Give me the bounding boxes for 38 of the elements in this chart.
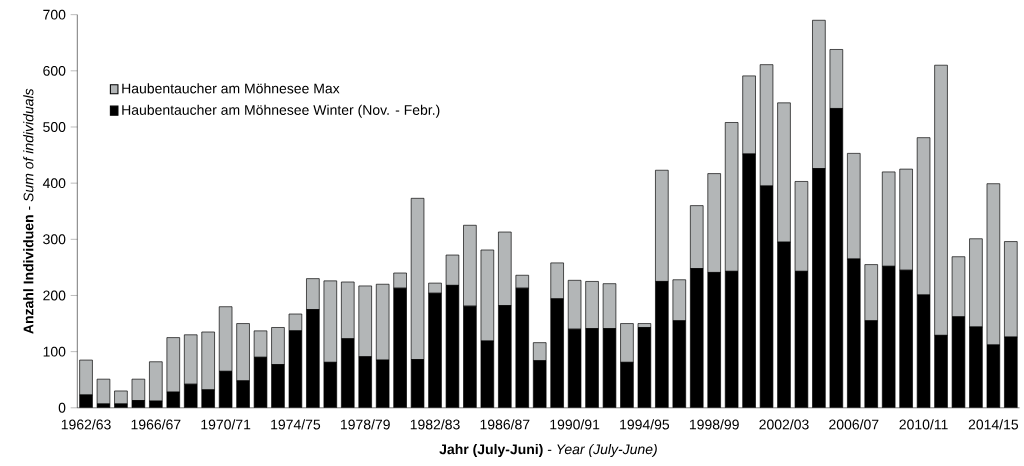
x-tick-label: 1982/83 bbox=[410, 419, 460, 430]
bar bbox=[149, 361, 163, 402]
bar bbox=[96, 378, 111, 405]
y-tick-label: 700 bbox=[43, 9, 66, 20]
legend-label: Haubentaucher am Möhnesee Max bbox=[122, 83, 340, 94]
x-tick-label: 1962/63 bbox=[61, 419, 111, 430]
x-tick-label: 2014/15 bbox=[968, 419, 1019, 430]
x-tick-label: 2002/03 bbox=[759, 419, 809, 430]
x-tick-label: 1994/95 bbox=[620, 419, 670, 430]
y-tick-label: 0 bbox=[58, 402, 66, 413]
bar bbox=[550, 262, 564, 300]
x-tick-label: 1978/79 bbox=[340, 419, 390, 430]
bar bbox=[166, 337, 181, 393]
bar bbox=[114, 390, 128, 405]
x-tick-label: 1998/99 bbox=[689, 419, 739, 430]
legend-label: Haubentaucher am Möhnesee Winter (Nov. - Febr.) bbox=[122, 104, 440, 118]
bar bbox=[480, 249, 495, 342]
x-tick-label: 1974/75 bbox=[271, 419, 321, 430]
x-tick-label: 2006/07 bbox=[829, 419, 879, 430]
x-axis-title: Jahr (July-Juni) - Year (July-June) bbox=[439, 444, 657, 458]
bar bbox=[847, 153, 861, 260]
x-tick-label: 1986/87 bbox=[480, 419, 530, 430]
y-tick-label: 400 bbox=[42, 178, 66, 189]
bar bbox=[375, 284, 390, 361]
y-tick-label: 300 bbox=[43, 234, 66, 245]
x-tick-label: 2010/11 bbox=[899, 419, 948, 430]
bar bbox=[969, 238, 983, 328]
x-tick-label: 1966/67 bbox=[131, 419, 181, 430]
y-tick-label: 500 bbox=[43, 122, 66, 133]
bar bbox=[986, 183, 1001, 346]
y-axis-title: Anzahl Individuen - Sum of individuals bbox=[23, 88, 34, 334]
y-tick-label: 600 bbox=[43, 65, 66, 76]
y-tick-label: 100 bbox=[43, 346, 66, 357]
bar bbox=[916, 137, 931, 296]
y-tick-label: 200 bbox=[43, 290, 66, 301]
x-tick-label: 1990/91 bbox=[550, 419, 600, 430]
bar bbox=[288, 313, 303, 332]
x-tick-label: 1970/71 bbox=[201, 419, 251, 430]
